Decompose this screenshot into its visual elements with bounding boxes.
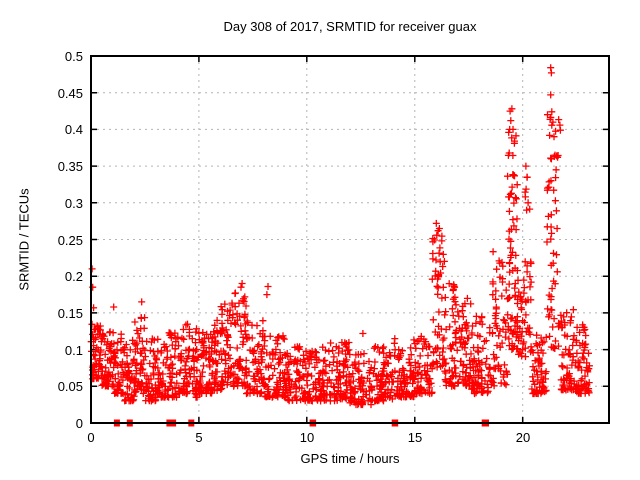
x-tick-label: 10 (299, 430, 315, 445)
y-tick-label: 0.45 (57, 86, 83, 101)
scatter-points (87, 64, 593, 409)
y-tick-label: 0.1 (64, 343, 83, 358)
y-tick-label: 0.3 (64, 196, 83, 211)
x-tick-label: 5 (195, 430, 203, 445)
y-tick-label: 0.05 (57, 379, 83, 394)
plot-border (90, 55, 610, 424)
x-axis-label: GPS time / hours (300, 451, 400, 466)
y-tick-label: 0.5 (64, 49, 83, 64)
y-tick-label: 0.4 (64, 122, 83, 137)
x-tick-label: 15 (407, 430, 423, 445)
x-tick-label: 20 (515, 430, 531, 445)
y-tick-label: 0.2 (64, 269, 83, 284)
y-tick-label: 0 (75, 416, 83, 431)
x-tick-label: 0 (87, 430, 95, 445)
y-tick-label: 0.15 (57, 306, 83, 321)
y-tick-label: 0.25 (57, 233, 83, 248)
chart-title: Day 308 of 2017, SRMTID for receiver gua… (223, 19, 477, 34)
y-tick-label: 0.35 (57, 159, 83, 174)
